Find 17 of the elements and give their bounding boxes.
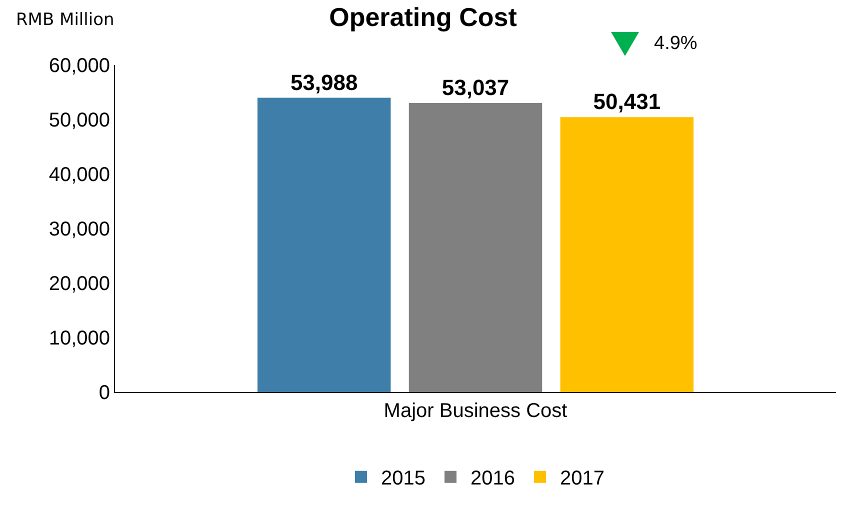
data-label: 50,431 bbox=[593, 89, 661, 114]
y-tick-label: 0 bbox=[98, 382, 110, 404]
y-axis-title: RMB Million bbox=[16, 10, 114, 30]
data-label: 53,988 bbox=[290, 70, 358, 95]
legend-label: 2017 bbox=[560, 468, 604, 490]
x-tick-label: Major Business Cost bbox=[384, 400, 568, 422]
legend-label: 2016 bbox=[470, 468, 515, 490]
data-label: 53,037 bbox=[442, 74, 510, 100]
y-tick-label: 30,000 bbox=[48, 218, 110, 240]
y-tick-label: 10,000 bbox=[48, 328, 110, 350]
text: 4.9% bbox=[654, 33, 698, 54]
y-tick-label: 50,000 bbox=[48, 110, 110, 132]
y-tick-label: 40,000 bbox=[48, 164, 110, 186]
y-tick-label: 20,000 bbox=[48, 273, 110, 295]
y-tick-label: 60,000 bbox=[48, 55, 110, 77]
chart-title: Operating Cost bbox=[329, 2, 518, 32]
legend-label: 2015 bbox=[381, 468, 426, 490]
